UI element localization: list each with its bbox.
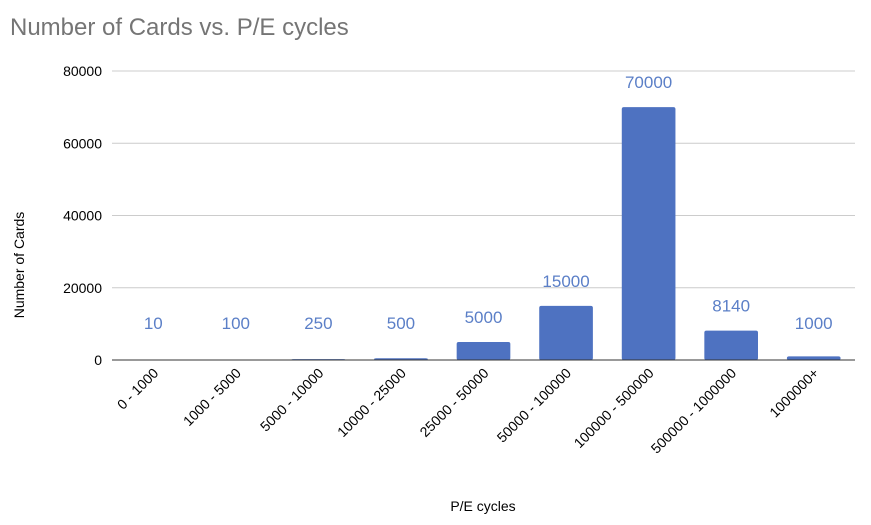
bars [126, 107, 841, 360]
data-labels: 10 100 250 500 5000 15000 70000 8140 1000 [144, 73, 833, 333]
y-tick-label: 60000 [63, 135, 102, 151]
data-label: 5000 [465, 308, 503, 327]
x-tick-label: 100000 - 500000 [571, 365, 657, 451]
y-tick-label: 40000 [63, 208, 102, 224]
axes: 0 20000 40000 60000 80000 0 - 1000 1000 - 5000… [63, 63, 855, 456]
x-tick-label: 25000 - 50000 [416, 365, 491, 440]
bar [786, 356, 841, 360]
x-axis-title: P/E cycles [450, 498, 515, 514]
data-label: 100 [222, 314, 250, 333]
chart-title: Number of Cards vs. P/E cycles [10, 14, 349, 41]
y-tick-label: 80000 [63, 63, 102, 79]
x-tick-label: 50000 - 100000 [494, 365, 575, 446]
data-label: 8140 [712, 297, 750, 316]
bar [539, 305, 593, 360]
bar [704, 330, 758, 360]
x-tick-label: 500000 - 1000000 [648, 365, 740, 457]
x-tick-label: 10000 - 25000 [334, 365, 409, 440]
data-label: 500 [387, 314, 415, 333]
x-tick-label: 0 - 1000 [114, 365, 162, 413]
y-tick-label: 20000 [63, 280, 102, 296]
y-axis-title: Number of Cards [11, 212, 27, 319]
gridlines [112, 70, 855, 289]
data-label: 1000 [795, 314, 833, 333]
y-tick-label: 0 [94, 352, 102, 368]
x-tick-label: 1000 - 5000 [180, 365, 244, 429]
data-label: 250 [304, 314, 332, 333]
bar [456, 341, 511, 360]
data-label: 10 [144, 314, 163, 333]
bar [621, 107, 676, 360]
x-tick-label: 1000000+ [766, 365, 822, 421]
x-tick-label: 5000 - 10000 [257, 365, 327, 435]
data-label: 15000 [542, 272, 589, 291]
data-label: 70000 [625, 73, 672, 92]
